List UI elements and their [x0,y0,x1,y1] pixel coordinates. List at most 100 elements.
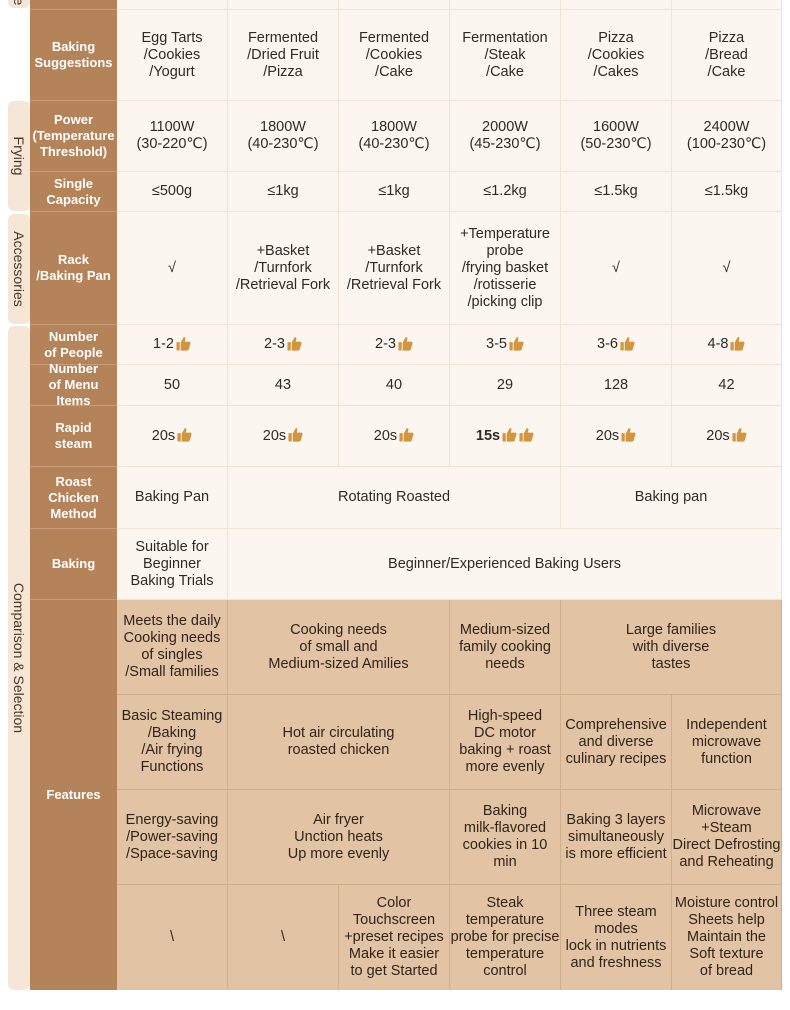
cell-rows.features.row1-0: Meets the daily Cooking needs of singles… [117,600,228,695]
cell-baking-suggestions-0: Egg Tarts /Cookies /Yogurt [117,10,228,101]
cell-people-3: 3-5 [450,325,561,365]
cell-rapid-steam-2: 20s [339,406,450,467]
thumbs-up-icon [287,336,302,351]
cell-rows.features.row2-0: Basic Steaming /Baking /Air frying Funct… [117,695,228,790]
cell-rapid-steam-5: 20s [672,406,782,467]
cell-rows.features.row1-3: Large families with diverse tastes [561,600,782,695]
cell-text: Microwave +Steam Direct Defrosting and R… [672,803,781,870]
cell-rows.features.row4-4: Three steam modes lock in nutrients and … [561,885,672,990]
cell-rows.features.row3-2: Baking milk-flavored cookies in 10 min [450,790,561,885]
cell-text: 20s [706,427,730,444]
thumbs-up-icon [398,336,413,351]
cell-text: 15s [475,427,501,444]
cell-text: Fermented /Dried Fruit /Pizza [247,29,319,80]
cell-single-capacity-2: ≤1kg [339,172,450,212]
cell-rows.features.row4-3: Steak temperature probe for precise temp… [450,885,561,990]
cell-roast-chicken-2: Baking pan [561,467,782,529]
cell-text: Basic Steaming /Baking /Air frying Funct… [121,708,223,775]
cell-rapid-steam-1: 20s [228,406,339,467]
cell-text: Comprehensive and diverse culinary recip… [565,716,667,767]
cell-top-strip [117,0,228,10]
cell-baking-0: Suitable for Beginner Baking Trials [117,529,228,600]
cell-text: 2-3 [264,336,285,352]
cell-text: Baking milk-flavored cookies in 10 min [462,803,548,870]
cell-text: Meets the daily Cooking needs of singles… [123,613,221,680]
thumbs-up-icon [732,428,747,442]
cell-text: Medium-sized family cooking needs [459,621,551,672]
cell-text: 50 [163,376,181,393]
cell-top-strip [561,0,672,10]
cell-text: 1800W (40-230℃) [358,119,430,152]
cell-rows.features.row1-2: Medium-sized family cooking needs [450,600,561,695]
cell-text: 40 [385,376,403,393]
cell-text: Pizza /Bread /Cake [705,29,748,80]
row-header-baking-suggestions: Baking Suggestions [30,10,117,101]
cell-text: +Basket /Turnfork /Retrieval Fork [346,242,442,293]
cell-rows.features.row1-1: Cooking needs of small and Medium-sized … [228,600,450,695]
section-accessories: Accessories [8,214,30,324]
section-bake: ke [8,0,30,8]
cell-text: 3-6 [597,336,618,352]
row-header-rapid-steam: Rapid steam [30,406,117,467]
cell-text: ≤1.5kg [704,183,749,199]
cell-text: Energy-saving /Power-saving /Space-savin… [125,811,219,862]
cell-rack-4: √ [561,212,672,325]
cell-text: Fermented /Cookies /Cake [358,29,430,80]
thumbs-up-icon [176,336,191,351]
cell-single-capacity-4: ≤1.5kg [561,172,672,212]
cell-text: ≤1.2kg [483,183,527,199]
cell-text: 2400W (100-230℃) [686,119,767,152]
cell-text: +Basket /Turnfork /Retrieval Fork [235,242,331,293]
section-comparison-label: Comparison & Selection [11,582,27,734]
cell-text: 128 [603,376,629,393]
cell-rows.features.row2-1: Hot air circulating roasted chicken [228,695,450,790]
cell-people-2: 2-3 [339,325,450,365]
cell-top-strip [228,0,339,10]
cell-people-5: 4-8 [672,325,782,365]
section-frying-label: Frying [11,136,27,176]
cell-text: 42 [718,376,735,393]
cell-text: 1600W (50-230℃) [580,119,652,152]
row-header-power: Power (Temperature Threshold) [30,101,117,172]
cell-text: Cooking needs of small and Medium-sized … [268,621,409,672]
cell-text: 1-2 [153,336,174,352]
cell-text: \ [280,929,286,945]
cell-power-4: 1600W (50-230℃) [561,101,672,172]
cell-text: Baking Pan [134,489,210,505]
section-frying: Frying [8,101,30,211]
row-header-features: Features [30,600,117,990]
cell-rack-1: +Basket /Turnfork /Retrieval Fork [228,212,339,325]
cell-text: 20s [262,427,287,444]
cell-rows.features.row2-3: Comprehensive and diverse culinary recip… [561,695,672,790]
cell-text: \ [169,929,175,945]
cell-people-1: 2-3 [228,325,339,365]
cell-text: 2-3 [375,336,396,352]
cell-rows.features.row4-2: Color Touchscreen +preset recipes Make i… [339,885,450,990]
section-accessories-label: Accessories [11,231,27,307]
thumbs-up-icon [399,428,414,442]
cell-baking-suggestions-1: Fermented /Dried Fruit /Pizza [228,10,339,101]
cell-text: Color Touchscreen +preset recipes Make i… [344,895,444,979]
cell-rack-5: √ [672,212,782,325]
cell-menu-items-1: 43 [228,365,339,406]
cell-rows.features.row4-1: \ [228,885,339,990]
cell-text: ≤1.5kg [594,183,638,199]
thumbs-up-icon [621,428,636,442]
thumbs-up-icon [519,428,534,442]
cell-baking-suggestions-3: Fermentation /Steak /Cake [450,10,561,101]
cell-text: 4-8 [707,336,729,352]
cell-menu-items-2: 40 [339,365,450,406]
section-comparison: Comparison & Selection [8,326,30,990]
cell-single-capacity-1: ≤1kg [228,172,339,212]
cell-rapid-steam-0: 20s [117,406,228,467]
cell-people-4: 3-6 [561,325,672,365]
cell-text: 20s [151,427,176,444]
thumbs-up-icon [620,336,635,351]
cell-single-capacity-3: ≤1.2kg [450,172,561,212]
cell-rows.features.row3-0: Energy-saving /Power-saving /Space-savin… [117,790,228,885]
row-header-menu-items: Number of Menu Items [30,361,117,408]
cell-text: 1100W (30-220℃) [136,119,208,152]
cell-power-2: 1800W (40-230℃) [339,101,450,172]
thumbs-up-icon [502,428,517,442]
